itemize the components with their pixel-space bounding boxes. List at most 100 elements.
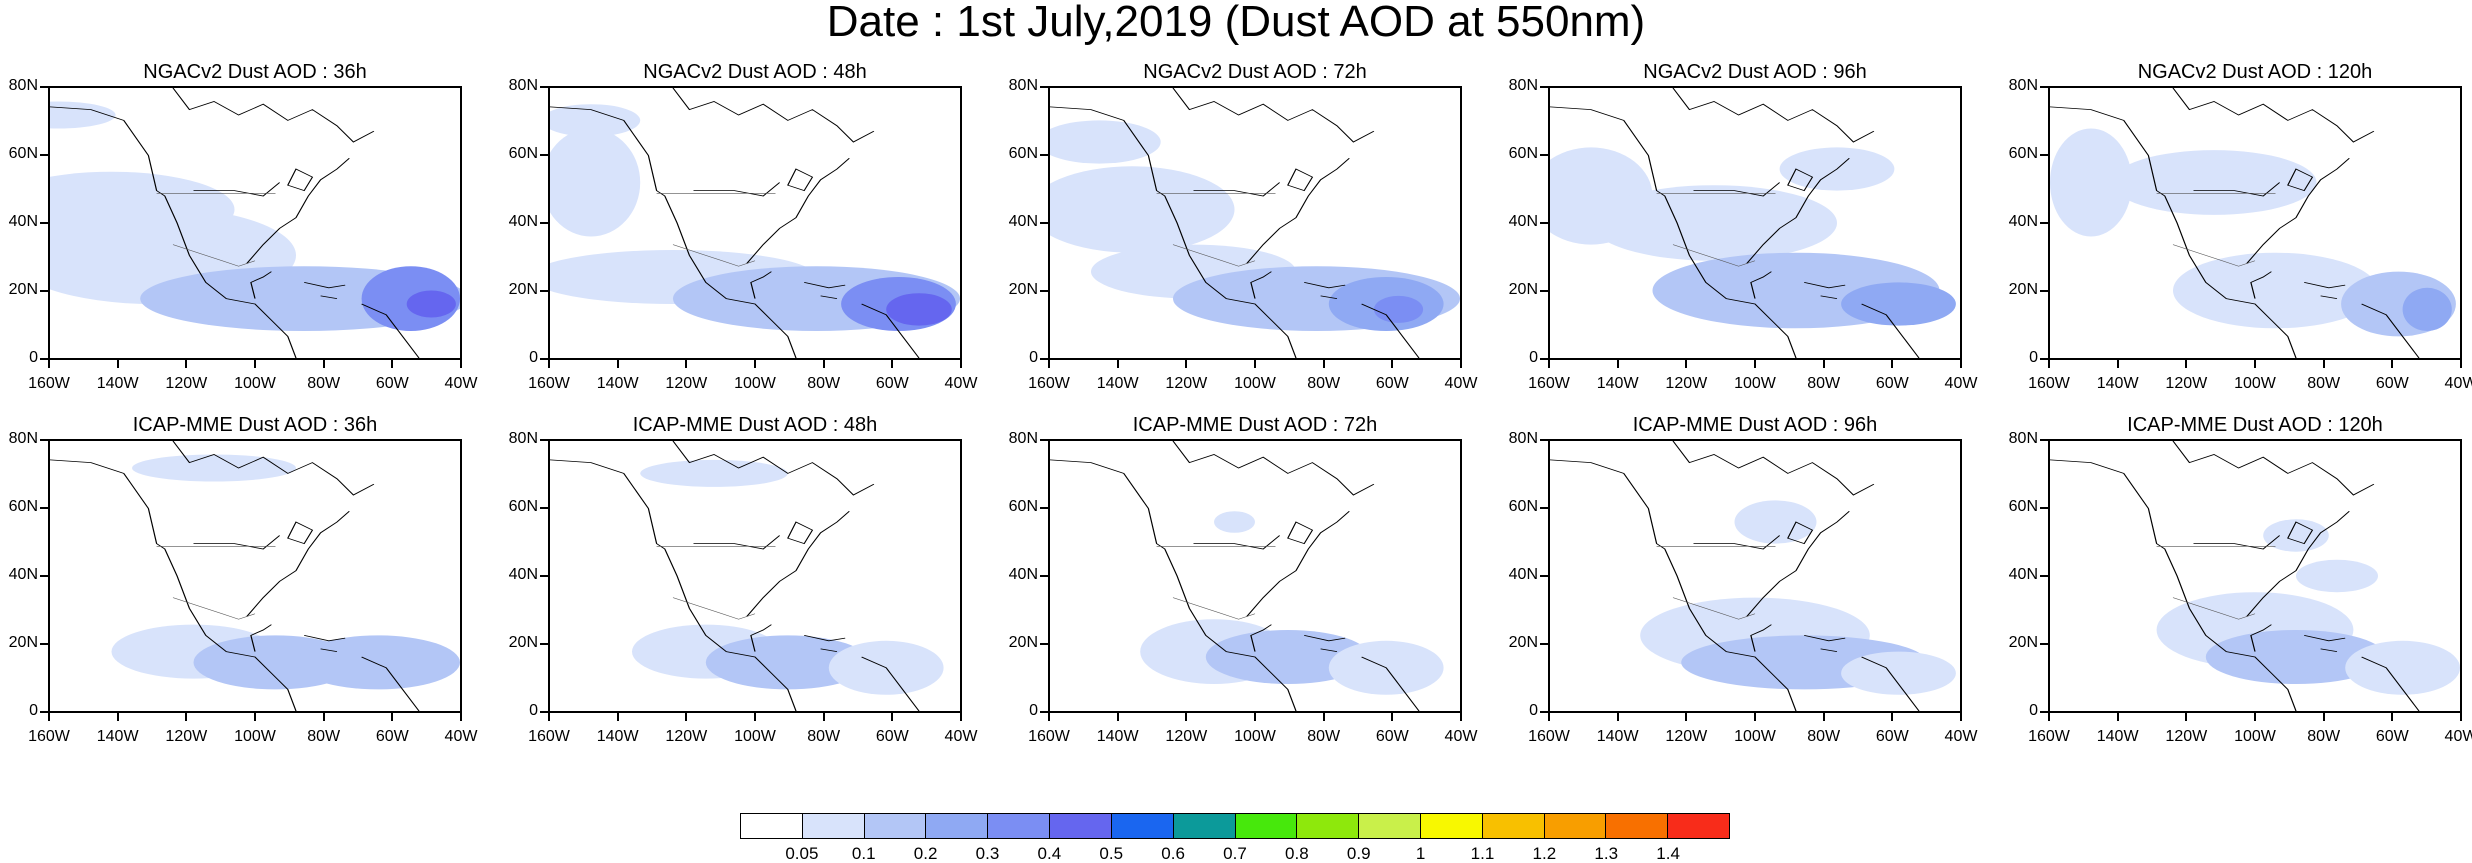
colorbar-swatch <box>1544 814 1607 838</box>
map-frame <box>48 439 462 713</box>
latitude-tick <box>540 643 548 645</box>
colorbar-swatch <box>864 814 927 838</box>
map-panel: ICAP-MME Dust AOD : 36h 80N 60N 40N 20N 0 160W… <box>5 414 478 774</box>
colorbar-swatch <box>1420 814 1483 838</box>
latitude-tick <box>2040 290 2048 292</box>
longitude-label: 160W <box>1028 728 1070 745</box>
latitude-tick <box>1540 358 1548 360</box>
longitude-tick <box>2322 713 2325 721</box>
dust-region <box>2173 252 2378 329</box>
country-border <box>656 546 776 620</box>
dust-region <box>705 635 870 690</box>
colorbar-label: 0.7 <box>1223 844 1247 863</box>
latitude-label: 80N <box>1508 77 1538 94</box>
longitude-tick <box>1891 360 1894 368</box>
longitude-tick <box>616 713 619 721</box>
longitude-tick <box>1048 360 1050 368</box>
panel-title: ICAP-MME Dust AOD : 96h <box>1632 414 1878 436</box>
panel-title: NGACv2 Dust AOD : 48h <box>643 61 867 83</box>
longitude-tick <box>1754 713 1756 721</box>
longitude-tick <box>1685 713 1688 721</box>
dust-region <box>550 104 641 137</box>
longitude-label: 140W <box>596 728 639 745</box>
longitude-tick <box>1960 713 1962 721</box>
map-frame <box>2048 439 2462 713</box>
longitude-tick <box>822 360 825 368</box>
latitude-label: 80N <box>2008 77 2038 94</box>
colorbar-swatch <box>1359 814 1421 838</box>
colorbar-label: 1.1 <box>1470 844 1495 863</box>
longitude-label: 60W <box>1375 728 1409 745</box>
latitude-tick <box>1540 643 1548 645</box>
country-border <box>156 193 276 267</box>
latitude-label: 20N <box>1008 634 1038 651</box>
latitude-label: 0 <box>2029 349 2038 366</box>
longitude-tick <box>2254 713 2256 721</box>
longitude-label: 140W <box>1596 375 1639 392</box>
dust-region <box>50 101 116 129</box>
longitude-label: 60W <box>875 375 909 392</box>
longitude-tick <box>460 713 462 721</box>
panel-title: ICAP-MME Dust AOD : 48h <box>632 414 878 436</box>
longitude-label: 160W <box>528 375 570 392</box>
longitude-tick <box>2391 713 2394 721</box>
longitude-label: 40W <box>2444 375 2472 392</box>
latitude-label: 40N <box>2008 566 2038 583</box>
longitude-tick <box>460 360 462 368</box>
country-border <box>2156 193 2276 267</box>
dust-aod-map <box>50 441 460 711</box>
longitude-tick <box>1185 360 1188 368</box>
dust-region <box>132 454 296 482</box>
colorbar-swatch <box>1482 814 1545 838</box>
longitude-tick <box>1048 713 1050 721</box>
dust-region <box>2402 287 2452 331</box>
latitude-label: 60N <box>1008 145 1038 162</box>
longitude-tick <box>754 713 756 721</box>
longitude-label: 160W <box>28 728 70 745</box>
longitude-label: 140W <box>596 375 639 392</box>
longitude-label: 80W <box>2307 375 2341 392</box>
latitude-tick <box>2040 154 2048 156</box>
latitude-tick <box>40 154 48 156</box>
longitude-tick <box>960 360 962 368</box>
country-border <box>1656 193 1776 267</box>
dust-aod-map <box>1050 441 1444 711</box>
longitude-label: 60W <box>2375 375 2409 392</box>
longitude-label: 80W <box>807 728 841 745</box>
latitude-label: 60N <box>1008 498 1038 515</box>
longitude-label: 40W <box>944 375 978 392</box>
latitude-tick <box>40 86 48 88</box>
colorbar-label: 0.9 <box>1346 844 1371 863</box>
latitude-tick <box>1040 507 1048 509</box>
longitude-tick <box>685 713 688 721</box>
longitude-label: 100W <box>734 375 776 392</box>
dust-aod-map <box>550 88 960 358</box>
latitude-label: 20N <box>508 634 538 651</box>
latitude-tick <box>1040 222 1048 224</box>
latitude-label: 60N <box>508 498 538 515</box>
panel-title: ICAP-MME Dust AOD : 120h <box>2127 414 2383 436</box>
longitude-label: 100W <box>1734 375 1776 392</box>
dust-region <box>406 290 456 318</box>
longitude-tick <box>48 360 50 368</box>
latitude-label: 40N <box>1508 213 1538 230</box>
longitude-label: 40W <box>1444 728 1478 745</box>
longitude-tick <box>1322 360 1325 368</box>
panel-title: NGACv2 Dust AOD : 36h <box>143 61 367 83</box>
latitude-tick <box>2040 507 2048 509</box>
latitude-label: 20N <box>2008 634 2038 651</box>
longitude-tick <box>1391 713 1394 721</box>
map-panel: ICAP-MME Dust AOD : 96h 80N 60N 40N 20N 0 160W… <box>1505 414 1978 774</box>
longitude-tick <box>548 360 550 368</box>
latitude-label: 20N <box>508 281 538 298</box>
latitude-tick <box>540 154 548 156</box>
longitude-tick <box>185 713 188 721</box>
longitude-label: 100W <box>734 728 776 745</box>
latitude-label: 40N <box>8 566 38 583</box>
latitude-tick <box>540 711 548 713</box>
colorbar-label: 0.8 <box>1285 844 1309 863</box>
latitude-label: 60N <box>2008 145 2038 162</box>
latitude-label: 0 <box>1029 349 1038 366</box>
longitude-label: 100W <box>234 728 276 745</box>
dust-region <box>550 128 641 237</box>
